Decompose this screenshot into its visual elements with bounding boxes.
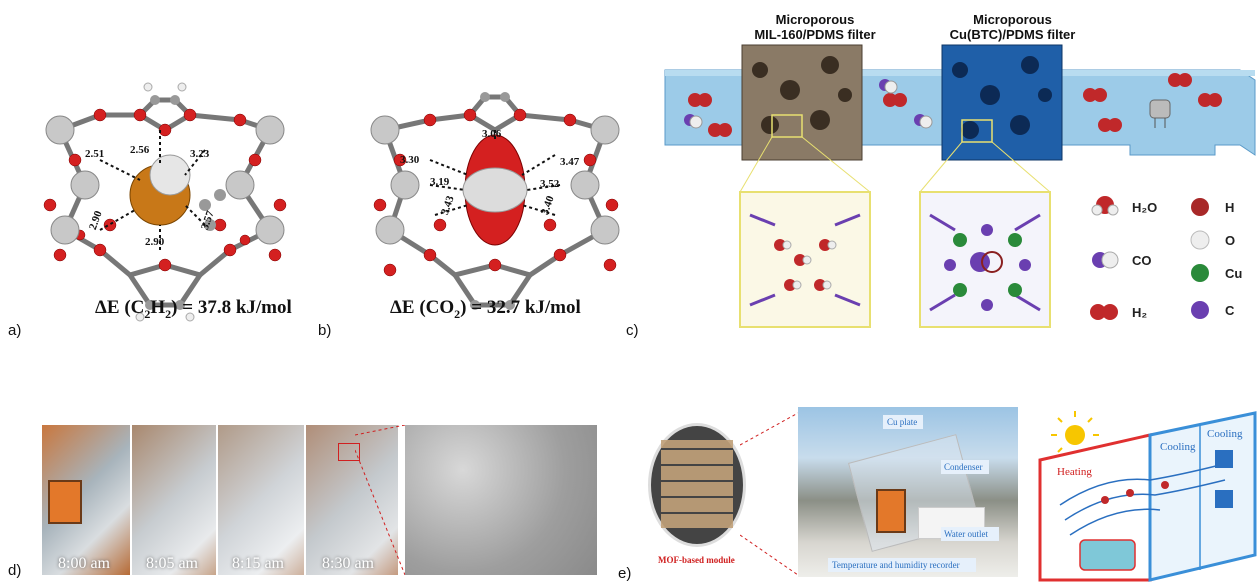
mof-module-label: MOF-based module xyxy=(658,555,735,565)
cooling-label: Cooling xyxy=(1160,441,1196,453)
panel-e: MOF-based module Cu plate Condenser Wate… xyxy=(600,405,1258,583)
oxygen-atom-icon xyxy=(1190,230,1210,250)
legend-label: O xyxy=(1225,233,1235,248)
filter-title-cubtc: Microporous Cu(BTC)/PDMS filter xyxy=(949,12,1076,42)
carbon-atom-icon xyxy=(1191,301,1209,319)
mof-module-photo xyxy=(648,423,746,547)
condensation-zoom-photo xyxy=(405,425,597,575)
distance-label: 2.56 xyxy=(130,144,150,156)
panel-letter-d: d) xyxy=(8,562,22,579)
photo-frame-0815 xyxy=(218,425,304,575)
panel-c: Microporous MIL-160/PDMS filter Microporo… xyxy=(620,0,1258,345)
panel-letter-b: b) xyxy=(318,322,332,339)
filter-title-mil160: Microporous MIL-160/PDMS filter xyxy=(754,12,876,42)
gas-sensor-icon xyxy=(1149,99,1171,128)
distance-label: 2.51 xyxy=(85,148,104,160)
mof-connector-lines xyxy=(740,412,799,576)
time-label: 8:30 am xyxy=(322,555,374,572)
cooling-label: Cooling xyxy=(1207,428,1243,440)
time-label: 8:05 am xyxy=(146,555,198,572)
legend-label: H xyxy=(1225,200,1234,215)
water-outlet-label: Water outlet xyxy=(944,529,989,539)
panel-b: 3.06 3.30 3.47 3.19 3.52 3.43 3.40 ΔE (C… xyxy=(310,0,620,340)
distance-label: 3.23 xyxy=(190,148,210,160)
photo-frame-0830 xyxy=(306,425,398,575)
hydrogen-atom-icon xyxy=(1191,198,1209,216)
panel-letter-c: c) xyxy=(626,322,639,339)
legend-label: Cu xyxy=(1225,266,1242,281)
distance-label: 3.06 xyxy=(482,128,502,140)
zoom-connector-lines xyxy=(355,425,406,575)
panel-letter-e: e) xyxy=(618,565,632,582)
distance-label: 2.90 xyxy=(145,236,165,248)
sun-icon xyxy=(1065,425,1085,445)
photo-frame-0800 xyxy=(42,425,130,575)
distance-label: 3.43 xyxy=(439,194,457,217)
panel-a: 2.51 2.56 3.23 2.90 3.57 2.90 ΔE (C2H2) … xyxy=(0,0,310,340)
distance-label: 3.30 xyxy=(400,154,420,166)
panel-d: 8:00 am 8:05 am 8:15 am 8:30 am d) xyxy=(0,415,600,583)
distance-label: 3.19 xyxy=(430,176,450,188)
photo-frame-0805 xyxy=(132,425,216,575)
time-label: 8:15 am xyxy=(232,555,284,572)
gas-separation-schematic: H₂O H CO O Cu H₂ C xyxy=(664,44,1256,328)
co-molecule-icon xyxy=(1092,251,1119,269)
time-label: 8:00 am xyxy=(58,555,110,572)
water-harvester-photo xyxy=(798,407,1018,577)
legend-label: CO xyxy=(1132,253,1152,268)
recorder-label: Temperature and humidity recorder xyxy=(832,560,960,570)
photo-annotations: Cu plate Condenser Water outlet Temperat… xyxy=(828,415,999,572)
legend-label: H₂O xyxy=(1132,200,1157,215)
copper-atom-icon xyxy=(1191,264,1209,282)
legend-label: H₂ xyxy=(1132,305,1147,320)
cu-plate-label: Cu plate xyxy=(887,417,917,427)
water-molecule-icon xyxy=(1091,196,1119,216)
co2-binding-structure: 3.06 3.30 3.47 3.19 3.52 3.43 3.40 xyxy=(370,92,620,310)
legend-label: C xyxy=(1225,303,1235,318)
distance-label: 3.52 xyxy=(540,178,560,190)
acetylene-binding-structure: 2.51 2.56 3.23 2.90 3.57 2.90 xyxy=(43,82,287,322)
distance-label: 3.47 xyxy=(560,156,580,168)
distance-label: 3.40 xyxy=(539,194,557,217)
mof-bed xyxy=(1079,539,1136,571)
binding-energy-c2h2: ΔE (C2H2) = 37.8 kJ/mol xyxy=(95,297,292,321)
panel-letter-a: a) xyxy=(8,322,22,339)
condenser-label: Condenser xyxy=(944,462,983,472)
binding-energy-co2: ΔE (CO2) = 32.7 kJ/mol xyxy=(390,297,581,321)
heating-cooling-scheme: Heating Cooling Cooling xyxy=(1038,411,1257,582)
heating-label: Heating xyxy=(1057,466,1092,478)
h2-molecule-icon xyxy=(1090,304,1118,320)
